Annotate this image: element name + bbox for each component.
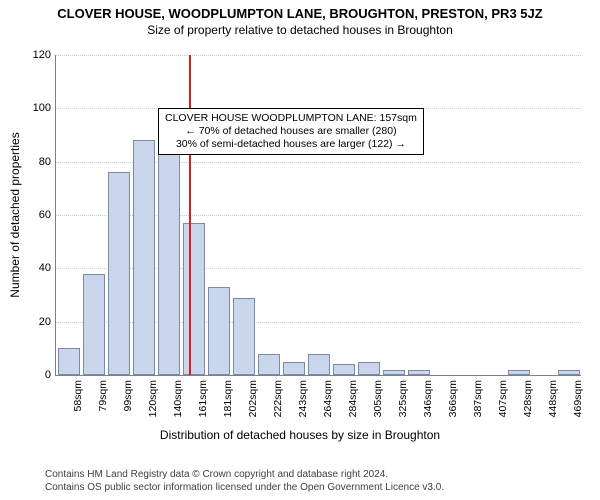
page-subtitle: Size of property relative to detached ho… xyxy=(0,21,600,37)
histogram-bar xyxy=(233,298,255,375)
annotation-box: CLOVER HOUSE WOODPLUMPTON LANE: 157sqm ←… xyxy=(158,108,424,155)
annotation-line: CLOVER HOUSE WOODPLUMPTON LANE: 157sqm xyxy=(165,112,417,125)
x-tick-label: 469sqm xyxy=(572,380,584,430)
x-tick-label: 407sqm xyxy=(497,380,509,430)
histogram-bar xyxy=(358,362,380,375)
y-axis-title: Number of detached properties xyxy=(8,132,22,297)
x-tick-label: 79sqm xyxy=(97,380,109,430)
x-tick-label: 120sqm xyxy=(147,380,159,430)
gridline xyxy=(56,55,581,56)
x-tick-label: 428sqm xyxy=(522,380,534,430)
annotation-line: ← 70% of detached houses are smaller (28… xyxy=(165,125,417,138)
highlight-marker xyxy=(189,55,191,375)
y-tick-label: 0 xyxy=(21,369,51,381)
footer-line: Contains HM Land Registry data © Crown c… xyxy=(45,468,444,481)
x-tick-label: 366sqm xyxy=(447,380,459,430)
histogram-bar xyxy=(308,354,330,375)
x-tick-label: 448sqm xyxy=(547,380,559,430)
y-tick-label: 20 xyxy=(21,316,51,328)
x-axis-title: Distribution of detached houses by size … xyxy=(0,428,600,442)
histogram-bar xyxy=(258,354,280,375)
x-tick-label: 99sqm xyxy=(122,380,134,430)
plot-area xyxy=(55,55,581,376)
y-tick-label: 40 xyxy=(21,262,51,274)
x-tick-label: 305sqm xyxy=(372,380,384,430)
histogram-bar xyxy=(408,370,430,375)
x-tick-label: 58sqm xyxy=(72,380,84,430)
histogram-bar xyxy=(158,154,180,375)
histogram-bar xyxy=(508,370,530,375)
x-tick-label: 181sqm xyxy=(222,380,234,430)
y-tick-label: 80 xyxy=(21,156,51,168)
footer-credits: Contains HM Land Registry data © Crown c… xyxy=(45,468,444,494)
x-tick-label: 284sqm xyxy=(347,380,359,430)
histogram-bar xyxy=(108,172,130,375)
histogram-bar xyxy=(183,223,205,375)
histogram-bar xyxy=(133,140,155,375)
x-tick-label: 387sqm xyxy=(472,380,484,430)
histogram-bar xyxy=(558,370,580,375)
x-tick-label: 161sqm xyxy=(197,380,209,430)
x-tick-label: 243sqm xyxy=(297,380,309,430)
histogram-bar xyxy=(58,348,80,375)
histogram-bar xyxy=(333,364,355,375)
histogram-bar xyxy=(283,362,305,375)
x-tick-label: 346sqm xyxy=(422,380,434,430)
y-tick-label: 100 xyxy=(21,102,51,114)
histogram-bar xyxy=(208,287,230,375)
page-title: CLOVER HOUSE, WOODPLUMPTON LANE, BROUGHT… xyxy=(0,0,600,21)
y-tick-label: 120 xyxy=(21,49,51,61)
y-tick-label: 60 xyxy=(21,209,51,221)
x-tick-label: 222sqm xyxy=(272,380,284,430)
histogram-bar xyxy=(383,370,405,375)
chart-container: Number of detached properties Distributi… xyxy=(0,50,600,440)
histogram-bar xyxy=(83,274,105,375)
x-tick-label: 325sqm xyxy=(397,380,409,430)
x-tick-label: 264sqm xyxy=(322,380,334,430)
annotation-line: 30% of semi-detached houses are larger (… xyxy=(165,138,417,151)
x-tick-label: 202sqm xyxy=(247,380,259,430)
footer-line: Contains OS public sector information li… xyxy=(45,481,444,494)
x-tick-label: 140sqm xyxy=(172,380,184,430)
